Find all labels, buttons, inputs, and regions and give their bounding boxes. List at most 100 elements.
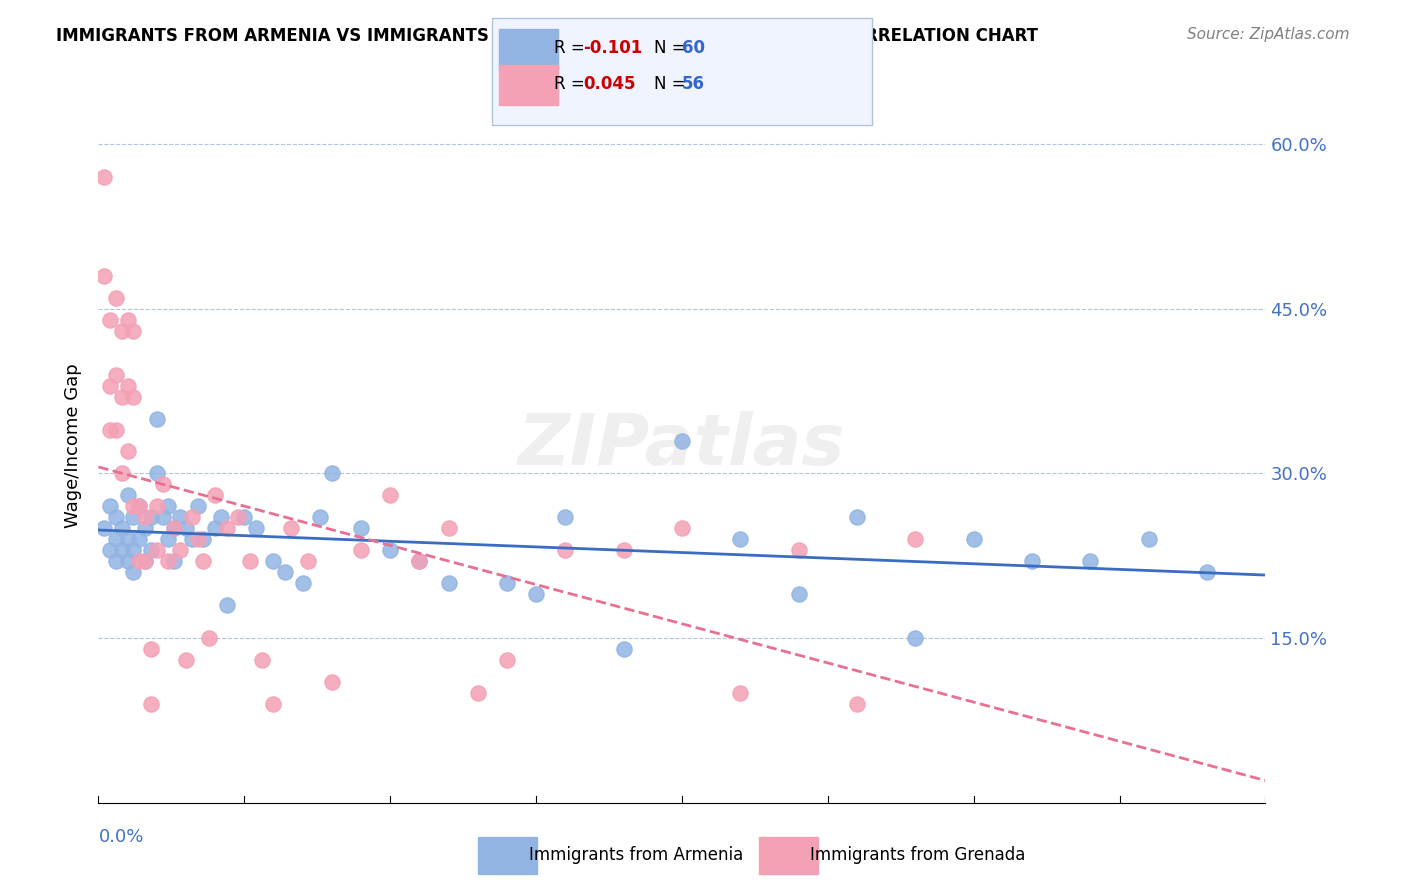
Point <box>104 554 127 568</box>
Point <box>117 378 139 392</box>
Point <box>321 675 343 690</box>
Text: 0.0%: 0.0% <box>98 828 143 846</box>
Text: 56: 56 <box>682 75 704 93</box>
Point <box>117 533 139 547</box>
Text: N =: N = <box>654 75 690 93</box>
Point <box>350 521 373 535</box>
Point <box>111 390 134 404</box>
Point <box>962 533 984 547</box>
Point <box>233 510 256 524</box>
Point <box>139 642 162 657</box>
Point <box>128 500 150 514</box>
Point <box>209 510 232 524</box>
Point <box>1080 554 1102 568</box>
Point <box>215 521 238 535</box>
Point <box>204 521 226 535</box>
Point <box>163 521 186 535</box>
Point <box>122 510 145 524</box>
Point <box>612 543 634 558</box>
Point <box>730 533 752 547</box>
Point <box>380 488 402 502</box>
Point <box>104 533 127 547</box>
Point <box>228 510 250 524</box>
Point <box>111 543 134 558</box>
Point <box>380 543 402 558</box>
Point <box>139 543 162 558</box>
Point <box>193 533 215 547</box>
Point <box>239 554 262 568</box>
Point <box>122 500 145 514</box>
Point <box>111 467 134 481</box>
Point <box>93 268 115 283</box>
Point <box>554 543 576 558</box>
Point <box>152 477 174 491</box>
Point <box>117 312 139 326</box>
Text: 60: 60 <box>682 39 704 57</box>
Point <box>496 576 519 591</box>
Point <box>787 587 810 601</box>
Point <box>117 488 139 502</box>
Point <box>198 631 221 645</box>
Text: Source: ZipAtlas.com: Source: ZipAtlas.com <box>1187 27 1350 42</box>
Text: IMMIGRANTS FROM ARMENIA VS IMMIGRANTS FROM GRENADA WAGE/INCOME GAP CORRELATION C: IMMIGRANTS FROM ARMENIA VS IMMIGRANTS FR… <box>56 27 1038 45</box>
Point <box>1195 566 1218 580</box>
Text: Immigrants from Grenada: Immigrants from Grenada <box>810 846 1025 863</box>
Point <box>787 543 810 558</box>
Point <box>280 521 302 535</box>
Point <box>134 554 156 568</box>
Point <box>146 467 169 481</box>
Point <box>122 566 145 580</box>
Point <box>98 312 121 326</box>
Point <box>262 554 284 568</box>
Point <box>128 533 150 547</box>
Point <box>524 587 547 601</box>
Point <box>157 554 180 568</box>
Point <box>134 521 156 535</box>
Point <box>111 521 134 535</box>
Text: R =: R = <box>554 39 591 57</box>
Point <box>104 423 127 437</box>
Point <box>104 291 127 305</box>
Point <box>117 444 139 458</box>
Point <box>157 533 180 547</box>
Point <box>139 697 162 711</box>
Point <box>321 467 343 481</box>
Point <box>437 521 460 535</box>
Point <box>180 533 202 547</box>
Text: R =: R = <box>554 75 591 93</box>
Point <box>169 510 191 524</box>
Point <box>146 500 169 514</box>
Point <box>846 697 869 711</box>
Y-axis label: Wage/Income Gap: Wage/Income Gap <box>65 364 83 528</box>
Point <box>1137 533 1160 547</box>
Point <box>730 686 752 700</box>
Point <box>122 390 145 404</box>
Point <box>467 686 489 700</box>
Point <box>157 500 180 514</box>
Point <box>146 411 169 425</box>
Point <box>139 510 162 524</box>
Point <box>122 324 145 338</box>
Text: -0.101: -0.101 <box>583 39 643 57</box>
Point <box>98 500 121 514</box>
Point <box>174 521 197 535</box>
Point <box>297 554 319 568</box>
Point <box>187 533 209 547</box>
Point <box>904 533 927 547</box>
Point <box>98 378 121 392</box>
Point <box>408 554 430 568</box>
Point <box>904 631 927 645</box>
Text: N =: N = <box>654 39 690 57</box>
Point <box>262 697 284 711</box>
Point <box>98 423 121 437</box>
Point <box>111 324 134 338</box>
Point <box>437 576 460 591</box>
Point <box>274 566 297 580</box>
Point <box>117 554 139 568</box>
Point <box>846 510 869 524</box>
Point <box>104 510 127 524</box>
Point <box>146 543 169 558</box>
Point <box>128 500 150 514</box>
Point <box>309 510 332 524</box>
Point <box>350 543 373 558</box>
